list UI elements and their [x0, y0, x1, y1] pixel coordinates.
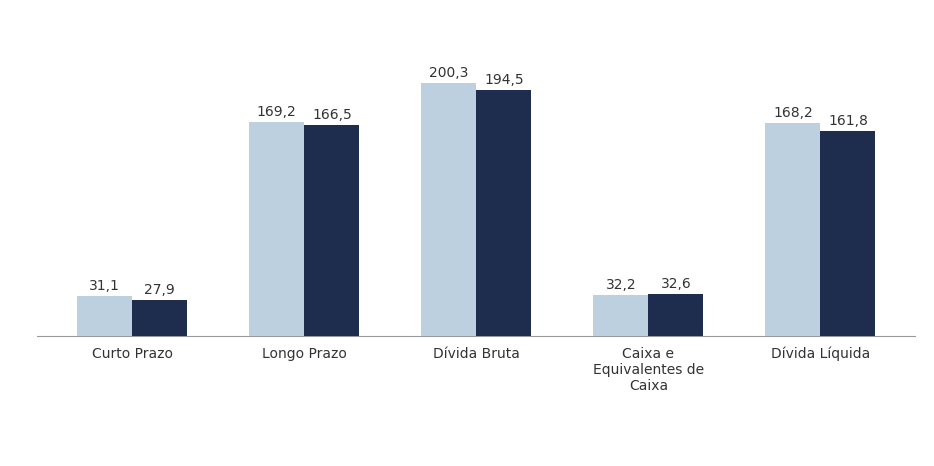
Bar: [78, 296, 133, 336]
Bar: [249, 122, 304, 336]
Bar: [304, 125, 360, 336]
Text: 161,8: 161,8: [828, 114, 868, 128]
Text: 31,1: 31,1: [90, 279, 120, 293]
Bar: [820, 131, 875, 336]
Text: 32,2: 32,2: [605, 278, 636, 292]
Text: 32,6: 32,6: [660, 277, 691, 291]
Bar: [476, 90, 531, 336]
Text: 168,2: 168,2: [773, 106, 813, 120]
Bar: [648, 295, 703, 336]
Text: 169,2: 169,2: [257, 105, 297, 119]
Bar: [593, 295, 648, 336]
Text: 27,9: 27,9: [145, 283, 176, 297]
Bar: [421, 83, 476, 336]
Text: 200,3: 200,3: [429, 66, 469, 80]
Bar: [765, 123, 820, 336]
Text: 166,5: 166,5: [312, 108, 352, 122]
Bar: [133, 300, 188, 336]
Text: 194,5: 194,5: [484, 73, 524, 87]
Legend: 4T15, 1T16: 4T15, 1T16: [408, 461, 545, 466]
